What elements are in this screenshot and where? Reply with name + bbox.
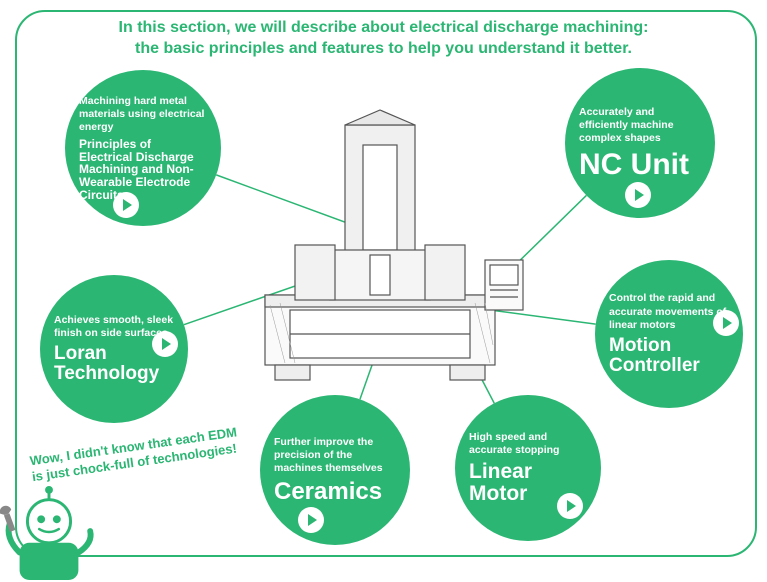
machine-illustration [235, 105, 535, 405]
bubble-title: Principles of Electrical Discharge Machi… [79, 138, 207, 201]
bubble-motion[interactable]: Control the rapid and accurate movements… [595, 260, 743, 408]
arrow-right-icon[interactable] [152, 331, 178, 357]
arrow-right-icon[interactable] [713, 310, 739, 336]
arrow-right-icon[interactable] [113, 192, 139, 218]
bubble-principles[interactable]: Machining hard metal materials using ele… [65, 70, 221, 226]
bubble-desc: Accurately and efficiently machine compl… [579, 106, 701, 145]
arrow-right-icon[interactable] [557, 493, 583, 519]
robot-mascot [0, 484, 98, 582]
arrow-right-icon[interactable] [625, 182, 651, 208]
bubble-title: Ceramics [274, 479, 396, 504]
arrow-right-icon[interactable] [298, 507, 324, 533]
bubble-title: NC Unit [579, 149, 701, 181]
bubble-ceramics[interactable]: Further improve the precision of the mac… [260, 395, 410, 545]
bubble-desc: High speed and accurate stopping [469, 431, 587, 457]
bubble-linear[interactable]: High speed and accurate stoppingLinear M… [455, 395, 601, 541]
bubble-desc: Machining hard metal materials using ele… [79, 95, 207, 134]
intro-text: In this section, we will describe about … [0, 18, 767, 60]
bubble-nc-unit[interactable]: Accurately and efficiently machine compl… [565, 68, 715, 218]
bubble-title: Motion Controller [609, 336, 729, 376]
bubble-desc: Control the rapid and accurate movements… [609, 292, 729, 331]
bubble-loran[interactable]: Achieves smooth, sleek finish on side su… [40, 275, 188, 423]
bubble-desc: Further improve the precision of the mac… [274, 436, 396, 475]
